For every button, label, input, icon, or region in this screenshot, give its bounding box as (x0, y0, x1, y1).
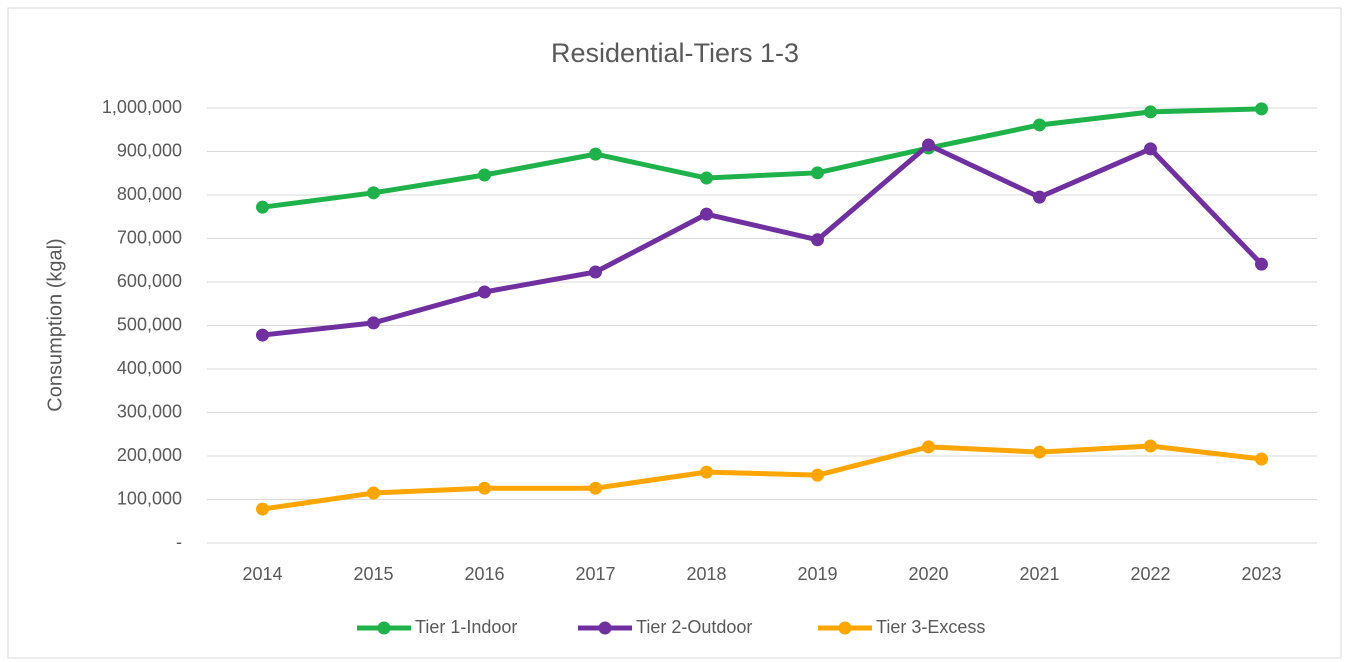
x-tick-label: 2021 (1019, 564, 1059, 584)
y-tick-label: 800,000 (117, 184, 182, 204)
point (1033, 118, 1046, 132)
y-tick-label: 300,000 (117, 401, 182, 421)
y-tick-label: - (176, 532, 182, 552)
point (700, 171, 713, 185)
point (1033, 445, 1046, 459)
y-tick-label: 700,000 (117, 227, 182, 247)
x-tick-label: 2019 (797, 564, 837, 584)
series-line (262, 106, 1262, 210)
point (256, 328, 269, 342)
point (1033, 190, 1046, 204)
point (589, 147, 602, 161)
x-tick-label: 2023 (1241, 564, 1281, 584)
y-tick-label: 600,000 (117, 271, 182, 291)
point (589, 265, 602, 279)
point (367, 186, 380, 200)
x-tick-label: 2022 (1130, 564, 1170, 584)
point (1144, 142, 1157, 156)
x-tick-label: 2014 (242, 564, 282, 584)
x-tick-label: 2020 (908, 564, 948, 584)
x-tick-label: 2015 (353, 564, 393, 584)
y-tick-label: 100,000 (117, 488, 182, 508)
point (1144, 105, 1157, 119)
legend-label: Tier 3-Excess (876, 617, 985, 637)
point (922, 138, 935, 152)
y-axis-label: Consumption (kgal) (44, 238, 66, 411)
point (478, 481, 491, 495)
point (1144, 439, 1157, 453)
point (367, 486, 380, 500)
point (478, 285, 491, 299)
point (811, 468, 824, 482)
point (700, 465, 713, 479)
chart-border (7, 7, 1342, 659)
point (367, 316, 380, 330)
y-tick-label: 1,000,000 (102, 97, 182, 117)
y-tick-label: 400,000 (117, 358, 182, 378)
chart-title: Residential-Tiers 1-3 (551, 38, 799, 68)
y-tick-label: 900,000 (117, 140, 182, 160)
point (811, 233, 824, 247)
point (1255, 102, 1268, 116)
x-tick-label: 2018 (686, 564, 726, 584)
series-line (262, 142, 1264, 338)
point (589, 481, 602, 495)
legend-label: Tier 2-Outdoor (636, 617, 752, 637)
y-tick-label: 500,000 (117, 314, 182, 334)
point (256, 502, 269, 516)
legend-marker (377, 621, 391, 635)
legend-label: Tier 1-Indoor (415, 617, 517, 637)
point (256, 200, 269, 214)
legend-marker (838, 621, 852, 635)
point (1255, 257, 1268, 271)
legend-marker (598, 621, 612, 635)
point (1255, 452, 1268, 466)
point (700, 207, 713, 221)
x-tick-label: 2016 (464, 564, 504, 584)
point (811, 166, 824, 180)
point (478, 168, 491, 182)
x-tick-label: 2017 (575, 564, 615, 584)
series-line (262, 443, 1262, 512)
point (922, 440, 935, 454)
y-tick-label: 200,000 (117, 445, 182, 465)
